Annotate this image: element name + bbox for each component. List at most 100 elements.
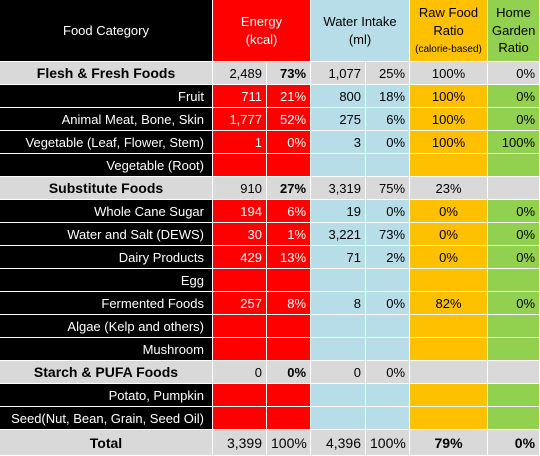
- table-row: Water and Salt (DEWS) 30 1% 3,221 73% 0%…: [0, 223, 540, 246]
- row-water: 3,221: [311, 223, 367, 246]
- section-row-flesh: Flesh & Fresh Foods 2,489 73% 1,077 25% …: [0, 62, 540, 85]
- row-energy: 711: [213, 85, 267, 108]
- row-name: Mushroom: [0, 338, 213, 361]
- row-energy: 1,777: [213, 108, 267, 131]
- row-name: Vegetable (Leaf, Flower, Stem): [0, 131, 213, 154]
- row-water: 19: [311, 200, 367, 223]
- row-name: Animal Meat, Bone, Skin: [0, 108, 213, 131]
- row-water-pct: 2%: [366, 246, 411, 269]
- row-energy: [213, 269, 267, 292]
- row-water: 800: [311, 85, 367, 108]
- row-energy: 1: [213, 131, 267, 154]
- row-water: 8: [311, 292, 367, 315]
- row-energy: [213, 338, 267, 361]
- row-raw: [410, 407, 489, 430]
- row-name: Fruit: [0, 85, 213, 108]
- row-water: [311, 407, 367, 430]
- row-raw: 0%: [410, 223, 489, 246]
- row-energy-pct: [267, 338, 312, 361]
- header-water-intake: Water Intake (ml): [311, 0, 411, 62]
- table-row: Animal Meat, Bone, Skin 1,777 52% 275 6%…: [0, 108, 540, 131]
- header-raw-food-ratio: Raw Food Ratio (calorie-based): [410, 0, 489, 62]
- row-name: Fermented Foods: [0, 292, 213, 315]
- row-water: 3: [311, 131, 367, 154]
- section-water: 0: [311, 361, 367, 384]
- table-row: Fermented Foods 257 8% 8 0% 82% 0%: [0, 292, 540, 315]
- row-energy-pct: 6%: [267, 200, 312, 223]
- section-name: Flesh & Fresh Foods: [0, 62, 213, 85]
- row-water: [311, 315, 367, 338]
- row-raw: [410, 269, 489, 292]
- table-row: Potato, Pumpkin: [0, 384, 540, 407]
- header-water-label: Water Intake: [323, 13, 397, 29]
- header-garden-l1: Home: [496, 5, 531, 21]
- row-name: Dairy Products: [0, 246, 213, 269]
- header-food-category: Food Category: [0, 0, 213, 62]
- header-energy-label: Energy: [240, 13, 283, 29]
- row-water: 71: [311, 246, 367, 269]
- row-raw: 0%: [410, 246, 489, 269]
- row-energy: [213, 315, 267, 338]
- row-name: Water and Salt (DEWS): [0, 223, 213, 246]
- total-energy: 3,399: [213, 430, 267, 456]
- row-water-pct: 0%: [366, 200, 411, 223]
- row-garden: [488, 384, 540, 407]
- row-energy-pct: [267, 384, 312, 407]
- row-energy: 257: [213, 292, 267, 315]
- row-raw: [410, 154, 489, 177]
- section-raw: [410, 361, 489, 384]
- row-raw: [410, 338, 489, 361]
- row-energy-pct: [267, 154, 312, 177]
- row-energy-pct: 1%: [267, 223, 312, 246]
- table-row: Egg: [0, 269, 540, 292]
- row-energy-pct: 8%: [267, 292, 312, 315]
- row-garden: [488, 338, 540, 361]
- row-raw: 100%: [410, 85, 489, 108]
- row-water-pct: [366, 338, 411, 361]
- row-energy: 429: [213, 246, 267, 269]
- header-garden-l3: Ratio: [498, 40, 529, 56]
- row-water-pct: [366, 269, 411, 292]
- row-water: [311, 338, 367, 361]
- row-water-pct: 6%: [366, 108, 411, 131]
- total-label: Total: [0, 430, 213, 456]
- row-water-pct: 18%: [366, 85, 411, 108]
- row-water-pct: [366, 384, 411, 407]
- row-raw: 100%: [410, 131, 489, 154]
- total-garden: 0%: [488, 430, 540, 456]
- row-energy: [213, 407, 267, 430]
- header-raw-l1: Raw Food: [418, 5, 479, 21]
- row-garden: [488, 269, 540, 292]
- row-energy-pct: 13%: [267, 246, 312, 269]
- total-row: Total 3,399 100% 4,396 100% 79% 0%: [0, 430, 540, 456]
- section-raw: 100%: [410, 62, 489, 85]
- section-water-pct: 75%: [366, 177, 411, 200]
- table-row: Mushroom: [0, 338, 540, 361]
- row-energy: 194: [213, 200, 267, 223]
- section-energy: 2,489: [213, 62, 267, 85]
- row-garden: 0%: [488, 223, 540, 246]
- row-raw: 82%: [410, 292, 489, 315]
- header-water-unit: (ml): [348, 31, 372, 47]
- row-energy: [213, 154, 267, 177]
- header-raw-l2: Ratio: [433, 22, 464, 38]
- header-garden-l2: Garden: [492, 22, 536, 38]
- table-row: Dairy Products 429 13% 71 2% 0% 0%: [0, 246, 540, 269]
- row-garden: 0%: [488, 200, 540, 223]
- header-home-garden-ratio: Home Garden Ratio: [488, 0, 540, 62]
- row-water: [311, 154, 367, 177]
- row-garden: 0%: [488, 85, 540, 108]
- row-name: Egg: [0, 269, 213, 292]
- row-energy-pct: [267, 315, 312, 338]
- section-energy-pct: 27%: [267, 177, 312, 200]
- row-raw: [410, 315, 489, 338]
- row-water-pct: 73%: [366, 223, 411, 246]
- row-name: Vegetable (Root): [0, 154, 213, 177]
- header-raw-l3: (calorie-based): [415, 44, 482, 56]
- table-row: Seed(Nut, Bean, Grain, Seed Oil): [0, 407, 540, 430]
- table-row: Vegetable (Leaf, Flower, Stem) 1 0% 3 0%…: [0, 131, 540, 154]
- row-water: 275: [311, 108, 367, 131]
- section-garden: 0%: [488, 62, 540, 85]
- table-row: Vegetable (Root): [0, 154, 540, 177]
